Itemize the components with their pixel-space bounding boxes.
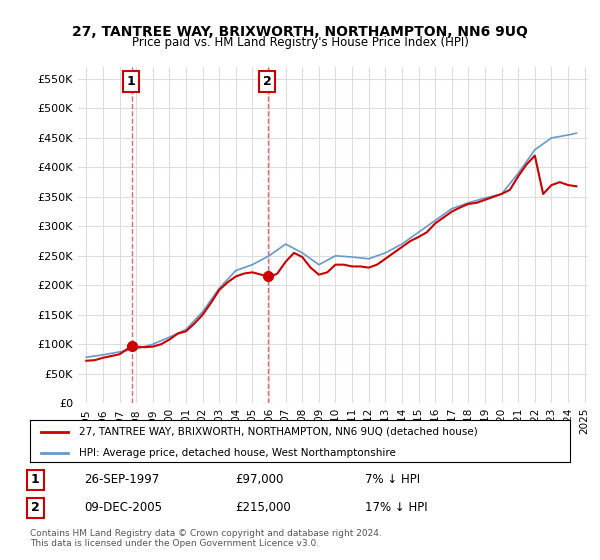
Text: £97,000: £97,000 [235,473,284,487]
Text: 1: 1 [31,473,40,487]
Text: This data is licensed under the Open Government Licence v3.0.: This data is licensed under the Open Gov… [30,539,319,548]
Text: 2: 2 [31,501,40,515]
Text: 1: 1 [127,75,136,88]
Text: 7% ↓ HPI: 7% ↓ HPI [365,473,420,487]
Text: 09-DEC-2005: 09-DEC-2005 [84,501,162,515]
Text: 17% ↓ HPI: 17% ↓ HPI [365,501,427,515]
Text: Price paid vs. HM Land Registry's House Price Index (HPI): Price paid vs. HM Land Registry's House … [131,36,469,49]
Text: 26-SEP-1997: 26-SEP-1997 [84,473,159,487]
Text: 2: 2 [263,75,272,88]
Text: £215,000: £215,000 [235,501,291,515]
Text: Contains HM Land Registry data © Crown copyright and database right 2024.: Contains HM Land Registry data © Crown c… [30,529,382,538]
Text: 27, TANTREE WAY, BRIXWORTH, NORTHAMPTON, NN6 9UQ (detached house): 27, TANTREE WAY, BRIXWORTH, NORTHAMPTON,… [79,427,478,437]
Text: HPI: Average price, detached house, West Northamptonshire: HPI: Average price, detached house, West… [79,448,395,458]
Text: 27, TANTREE WAY, BRIXWORTH, NORTHAMPTON, NN6 9UQ: 27, TANTREE WAY, BRIXWORTH, NORTHAMPTON,… [72,25,528,39]
